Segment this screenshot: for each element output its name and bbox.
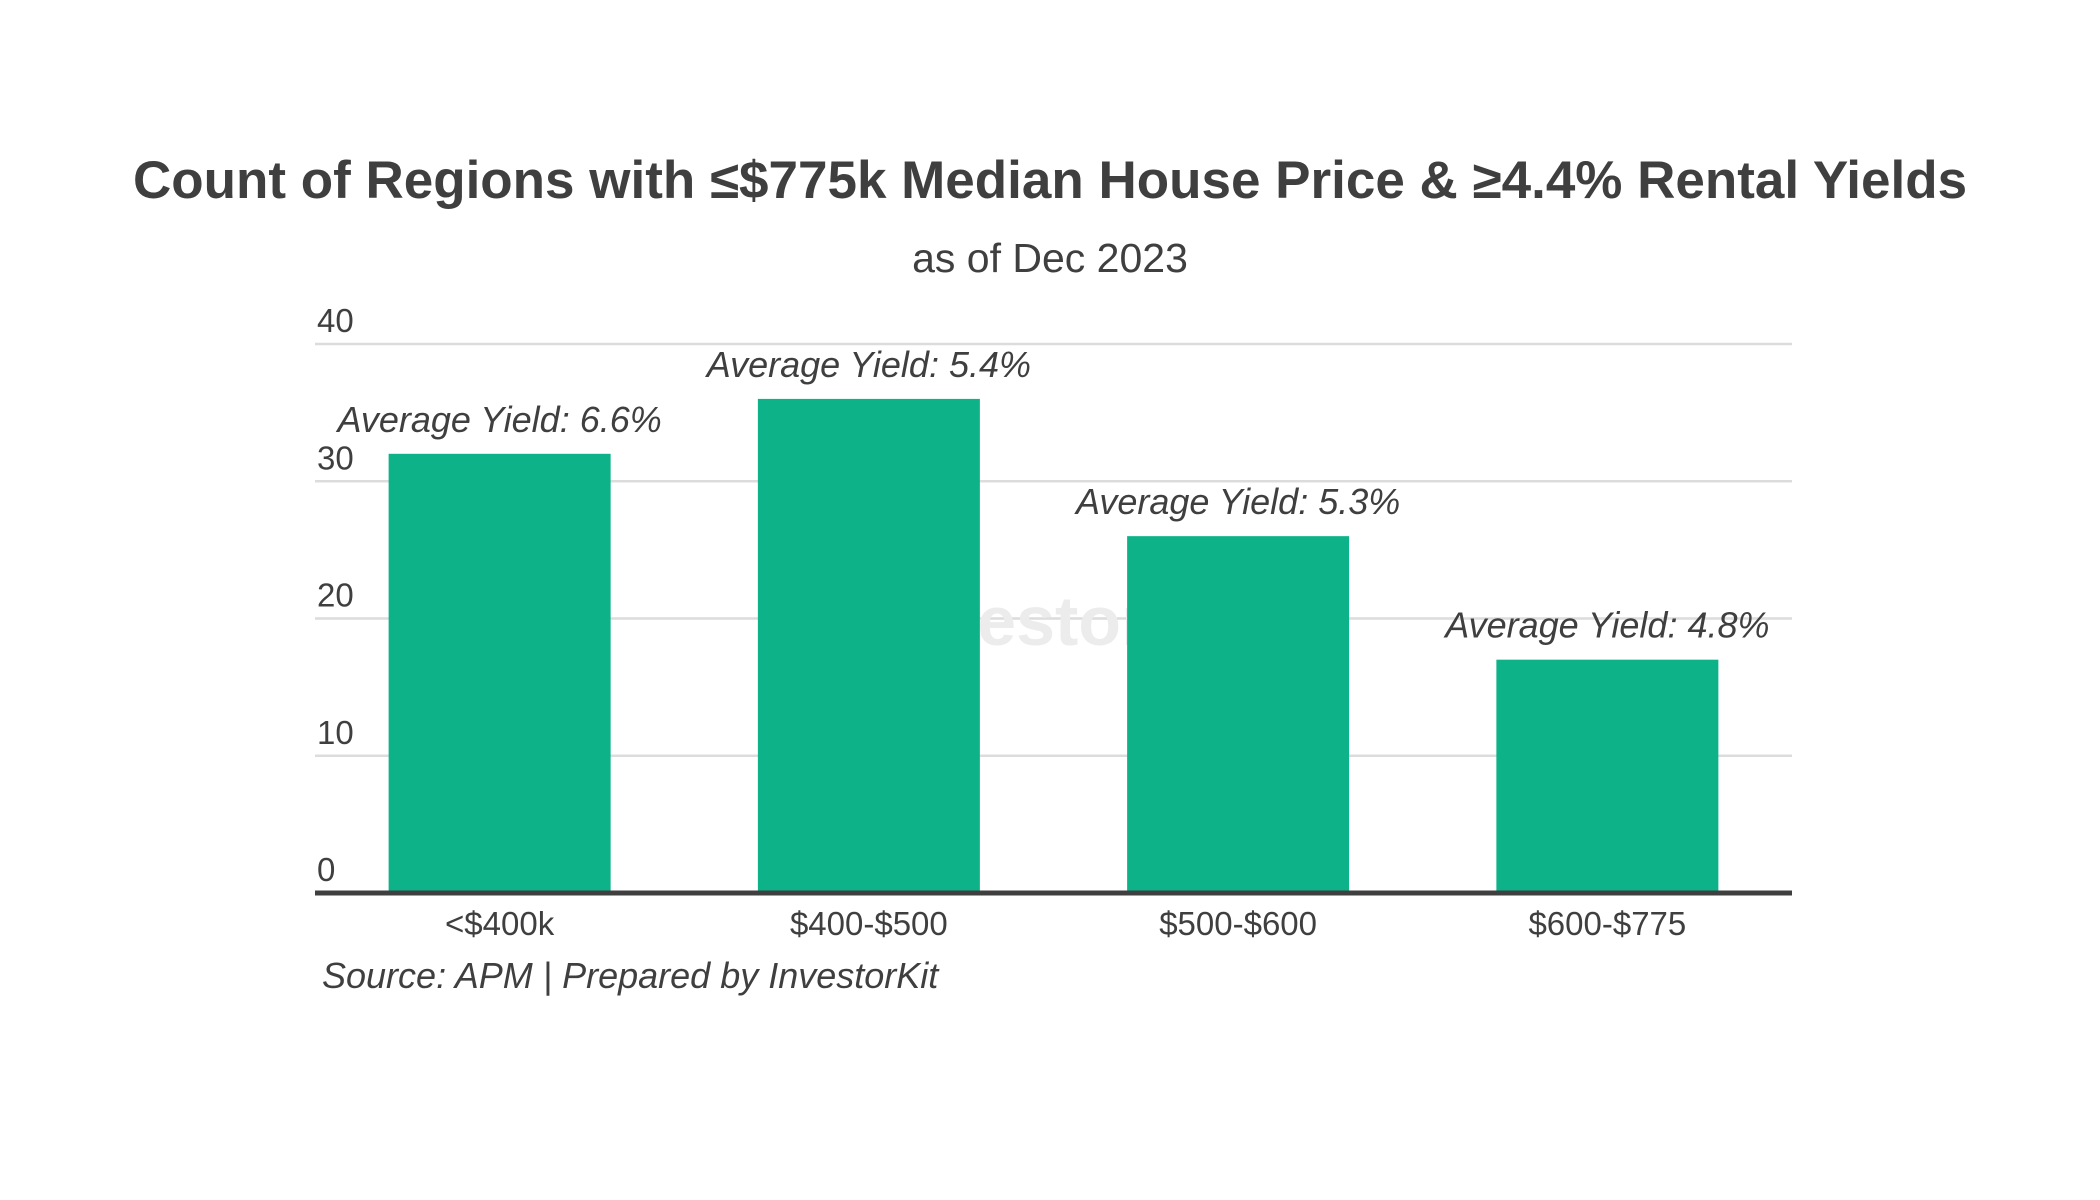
x-tick-label: $500-$600: [1159, 905, 1317, 942]
data-label: Average Yield: 5.4%: [705, 344, 1031, 385]
axes: 0 10 20 30 40 <$400k $400-$500 $500-$600 $600-$7…: [315, 302, 1792, 942]
data-label: Average Yield: 6.6%: [336, 399, 662, 440]
data-label: Average Yield: 5.3%: [1074, 481, 1400, 522]
y-tick-label: 30: [317, 439, 354, 476]
data-labels: Average Yield: 6.6% Average Yield: 5.4% Av…: [336, 344, 1770, 646]
y-tick-label: 20: [317, 577, 354, 614]
x-tick-label: <$400k: [445, 905, 555, 942]
y-tick-label: 40: [317, 302, 354, 339]
bar: [388, 453, 611, 893]
bar: [1496, 659, 1719, 893]
chart-subtitle: as of Dec 2023: [912, 235, 1188, 281]
y-tick-label: 0: [317, 851, 335, 888]
bar: [757, 398, 980, 893]
x-tick-label: $400-$500: [790, 905, 948, 942]
bar: [1127, 536, 1350, 893]
bars: [388, 398, 1719, 893]
source-note: Source: APM | Prepared by InvestorKit: [322, 955, 939, 996]
y-tick-label: 10: [317, 714, 354, 751]
data-label: Average Yield: 4.8%: [1443, 605, 1769, 646]
chart-title: Count of Regions with ≤$775k Median Hous…: [132, 151, 1968, 210]
x-tick-label: $600-$775: [1528, 905, 1686, 942]
